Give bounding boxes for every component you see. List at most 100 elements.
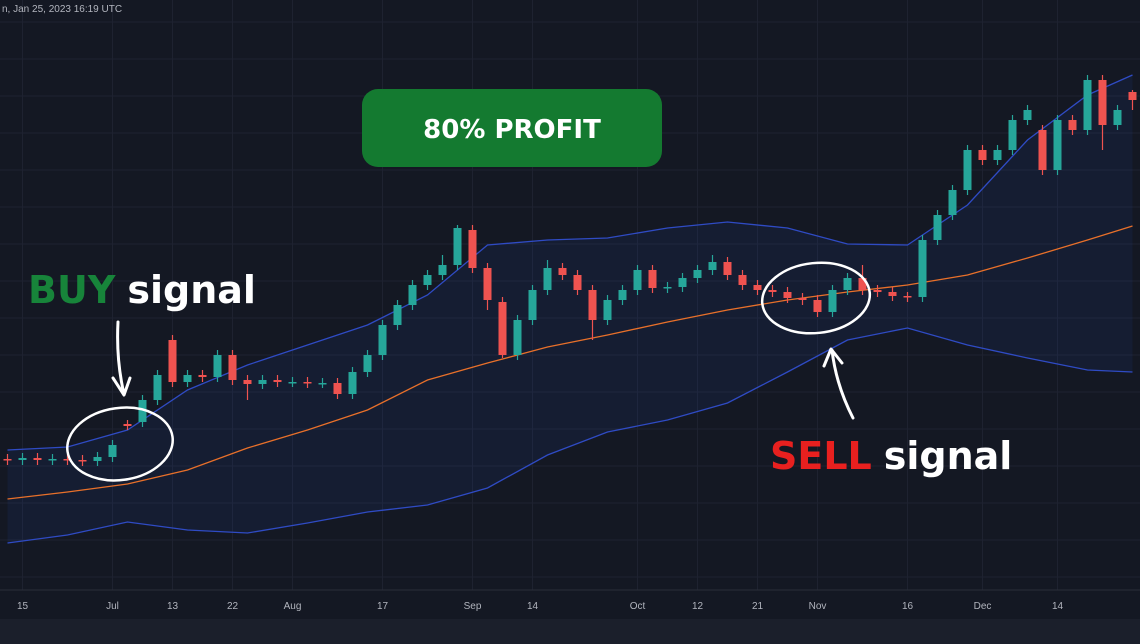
sell-annotation: SELL signal — [770, 434, 1012, 478]
buy-text: signal — [127, 268, 256, 312]
candle-body — [393, 305, 402, 325]
upper-band — [7, 74, 1133, 451]
profit-label: 80% PROFIT — [423, 115, 601, 145]
candle-body — [618, 290, 627, 300]
x-tick-label: 14 — [527, 601, 539, 612]
x-tick-label: 22 — [227, 601, 239, 612]
sell-arrow — [822, 347, 855, 420]
x-tick-label: 17 — [377, 601, 389, 612]
candle-body — [138, 400, 147, 422]
candle-body — [588, 290, 597, 320]
candle-body — [708, 262, 717, 270]
candle-body — [168, 340, 177, 382]
x-tick-label: Aug — [284, 601, 302, 612]
candle-body — [1128, 92, 1137, 100]
x-tick-label: 14 — [1052, 601, 1064, 612]
lower-band — [7, 327, 1133, 544]
candle-body — [1098, 80, 1107, 125]
candle-body — [18, 458, 27, 460]
candle-body — [468, 230, 477, 268]
x-tick-label: 12 — [692, 601, 704, 612]
candle-body — [738, 275, 747, 285]
candle-body — [528, 290, 537, 320]
middle-band — [7, 225, 1133, 500]
candle-body — [408, 285, 417, 305]
candle-body — [498, 302, 507, 355]
sell-text: signal — [884, 434, 1013, 478]
x-tick-label: 15 — [17, 601, 29, 612]
candle-body — [813, 300, 822, 312]
sell-keyword: SELL — [770, 434, 872, 478]
candle-body — [573, 275, 582, 290]
candle-body — [1083, 80, 1092, 130]
candle-body — [978, 150, 987, 160]
candle-body — [558, 268, 567, 275]
candle-body — [888, 292, 897, 296]
candle-body — [513, 320, 522, 355]
candle-body — [438, 265, 447, 275]
candle-body — [723, 262, 732, 275]
grid — [0, 0, 1140, 590]
candle-body — [108, 445, 117, 457]
candle-body — [828, 290, 837, 312]
candle-body — [3, 459, 12, 461]
candle-body — [1113, 110, 1122, 125]
candle-body — [78, 460, 87, 462]
candle-body — [483, 268, 492, 300]
profit-box — [362, 89, 662, 167]
bottom-bar — [0, 619, 1140, 644]
candle-body — [453, 228, 462, 265]
candle-body — [663, 287, 672, 289]
candle-body — [1023, 110, 1032, 120]
candle-body — [33, 458, 42, 460]
buy-annotation: BUY signal — [28, 268, 256, 312]
candle-body — [183, 375, 192, 382]
candle-body — [243, 380, 252, 384]
candle-body — [798, 298, 807, 300]
candle-body — [648, 270, 657, 288]
buy-circle — [66, 406, 174, 482]
candle-body — [993, 150, 1002, 160]
sell-circle — [760, 261, 872, 335]
candle-body — [918, 240, 927, 297]
candle-body — [198, 375, 207, 377]
candle-body — [963, 150, 972, 190]
candle-body — [933, 215, 942, 240]
candle-body — [678, 278, 687, 287]
candle-body — [1053, 120, 1062, 170]
x-tick-label: Sep — [464, 601, 482, 612]
candle-body — [1008, 120, 1017, 150]
buy-arrow — [111, 320, 132, 397]
band-fill — [7, 75, 1133, 543]
candle-body — [303, 382, 312, 384]
candle-body — [258, 380, 267, 384]
candle-body — [1038, 130, 1047, 170]
candle-body — [288, 382, 297, 384]
candle-body — [753, 285, 762, 290]
x-tick-label: 13 — [167, 601, 179, 612]
candle-body — [423, 275, 432, 285]
candle-body — [228, 355, 237, 380]
x-tick-label: Dec — [974, 601, 992, 612]
candle-body — [378, 325, 387, 355]
candle-body — [363, 355, 372, 372]
x-tick-label: Nov — [809, 601, 827, 612]
candle-body — [333, 383, 342, 394]
buy-keyword: BUY — [28, 268, 116, 312]
candle-body — [858, 278, 867, 290]
candle-body — [768, 290, 777, 292]
candle-body — [603, 300, 612, 320]
candle-body — [153, 375, 162, 400]
timestamp: n, Jan 25, 2023 16:19 UTC — [2, 4, 122, 15]
candle-body — [873, 290, 882, 292]
candle-body — [948, 190, 957, 215]
candle-body — [93, 457, 102, 461]
candle-body — [123, 424, 132, 426]
candle-body — [318, 383, 327, 385]
x-tick-label: 21 — [752, 601, 764, 612]
candle-body — [543, 268, 552, 290]
candle-body — [693, 270, 702, 278]
candle-body — [63, 459, 72, 461]
candle-body — [348, 372, 357, 394]
